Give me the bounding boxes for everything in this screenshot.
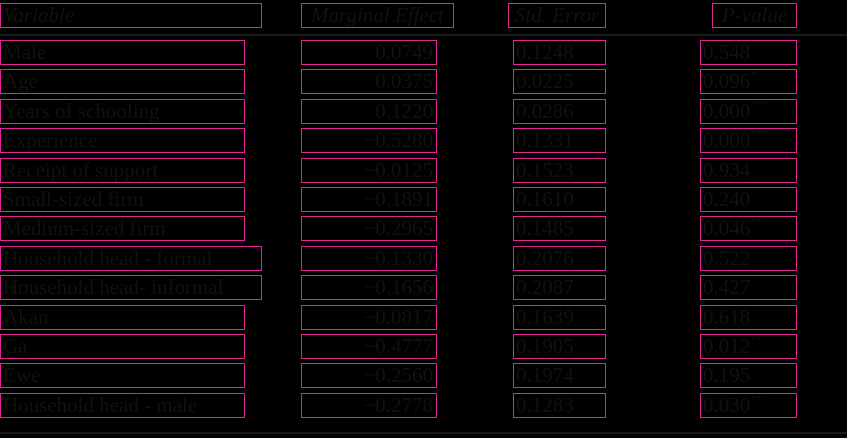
p-value-cell: 0.030**	[700, 393, 797, 418]
marginal-effect-cell: −0.0817	[301, 305, 437, 330]
variable-cell: Receipt of support	[0, 158, 245, 183]
significance-stars: *	[751, 69, 757, 81]
p-value-cell: 0.934	[700, 158, 797, 183]
p-value-cell: 0.096*	[700, 69, 797, 94]
marginal-effect-cell: −0.2778	[301, 393, 437, 418]
variable-cell: Household head - male	[0, 393, 245, 418]
header-marginal-effect: Marginal Effect	[301, 3, 454, 28]
p-value-text: 0.427	[703, 275, 751, 299]
std-error-cell: 0.0225	[513, 69, 606, 94]
std-error-cell: 0.1248	[513, 40, 606, 65]
variable-cell: Medium-sized firm	[0, 216, 245, 241]
marginal-effect-cell: −0.1891	[301, 187, 437, 212]
p-value-text: 0.618	[703, 305, 751, 329]
std-error-cell: 0.1905	[513, 334, 606, 359]
variable-cell: Household head - formal	[0, 246, 262, 271]
variable-cell: Years of schooling	[0, 99, 245, 124]
p-value-text: 0.522	[703, 246, 751, 270]
p-value-cell: 0.000***	[700, 128, 797, 153]
variable-cell: Akan	[0, 305, 245, 330]
header-p-value: P-value	[712, 3, 797, 28]
marginal-effect-cell: 0.1220	[301, 99, 437, 124]
std-error-cell: 0.1331	[513, 128, 606, 153]
p-value-text: 0.548	[703, 40, 751, 64]
bottom-rule	[0, 432, 847, 434]
variable-cell: Ewe	[0, 363, 245, 388]
std-error-cell: 0.2076	[513, 246, 606, 271]
p-value-text: 0.096	[703, 69, 751, 93]
variable-cell: Age	[0, 69, 245, 94]
header-rule	[0, 34, 847, 36]
p-value-text: 0.240	[703, 187, 751, 211]
header-variable: Variable	[0, 3, 262, 28]
std-error-cell: 0.1610	[513, 187, 606, 212]
std-error-cell: 0.1974	[513, 363, 606, 388]
std-error-cell: 0.1283	[513, 393, 606, 418]
marginal-effect-cell: −0.2560	[301, 363, 437, 388]
header-std-error: Std. Error	[508, 3, 606, 28]
marginal-effect-cell: −0.5280	[301, 128, 437, 153]
marginal-effect-cell: −0.4777	[301, 334, 437, 359]
p-value-cell: 0.522	[700, 246, 797, 271]
p-value-text: 0.000	[703, 99, 751, 123]
marginal-effect-cell: −0.1330	[301, 246, 437, 271]
marginal-effect-cell: 0.0375	[301, 69, 437, 94]
p-value-cell: 0.012**	[700, 334, 797, 359]
variable-cell: Ga	[0, 334, 245, 359]
p-value-cell: 0.195	[700, 363, 797, 388]
significance-stars: ***	[751, 128, 768, 140]
significance-stars: ***	[751, 99, 768, 111]
significance-stars: **	[751, 334, 763, 346]
std-error-cell: 0.1523	[513, 158, 606, 183]
p-value-cell: 0.618	[700, 305, 797, 330]
std-error-cell: 0.0286	[513, 99, 606, 124]
std-error-cell: 0.2087	[513, 275, 606, 300]
p-value-text: 0.030	[703, 393, 751, 417]
p-value-text: 0.046	[703, 216, 751, 240]
significance-stars: **	[751, 393, 763, 405]
marginal-effect-cell: 0.0749	[301, 40, 437, 65]
p-value-cell: 0.000***	[700, 99, 797, 124]
p-value-cell: 0.427	[700, 275, 797, 300]
p-value-text: 0.000	[703, 128, 751, 152]
std-error-cell: 0.1639	[513, 305, 606, 330]
p-value-text: 0.012	[703, 334, 751, 358]
variable-cell: Small-sized firm	[0, 187, 245, 212]
p-value-text: 0.195	[703, 363, 751, 387]
p-value-cell: 0.240	[700, 187, 797, 212]
variable-cell: Male	[0, 40, 245, 65]
marginal-effect-cell: −0.2965	[301, 216, 437, 241]
p-value-text: 0.934	[703, 158, 751, 182]
p-value-cell: 0.548	[700, 40, 797, 65]
marginal-effect-cell: −0.0125	[301, 158, 437, 183]
significance-stars: **	[751, 216, 763, 228]
std-error-cell: 0.1485	[513, 216, 606, 241]
p-value-cell: 0.046**	[700, 216, 797, 241]
variable-cell: Experience	[0, 128, 245, 153]
variable-cell: Household head- informal	[0, 275, 262, 300]
marginal-effect-cell: −0.1656	[301, 275, 437, 300]
